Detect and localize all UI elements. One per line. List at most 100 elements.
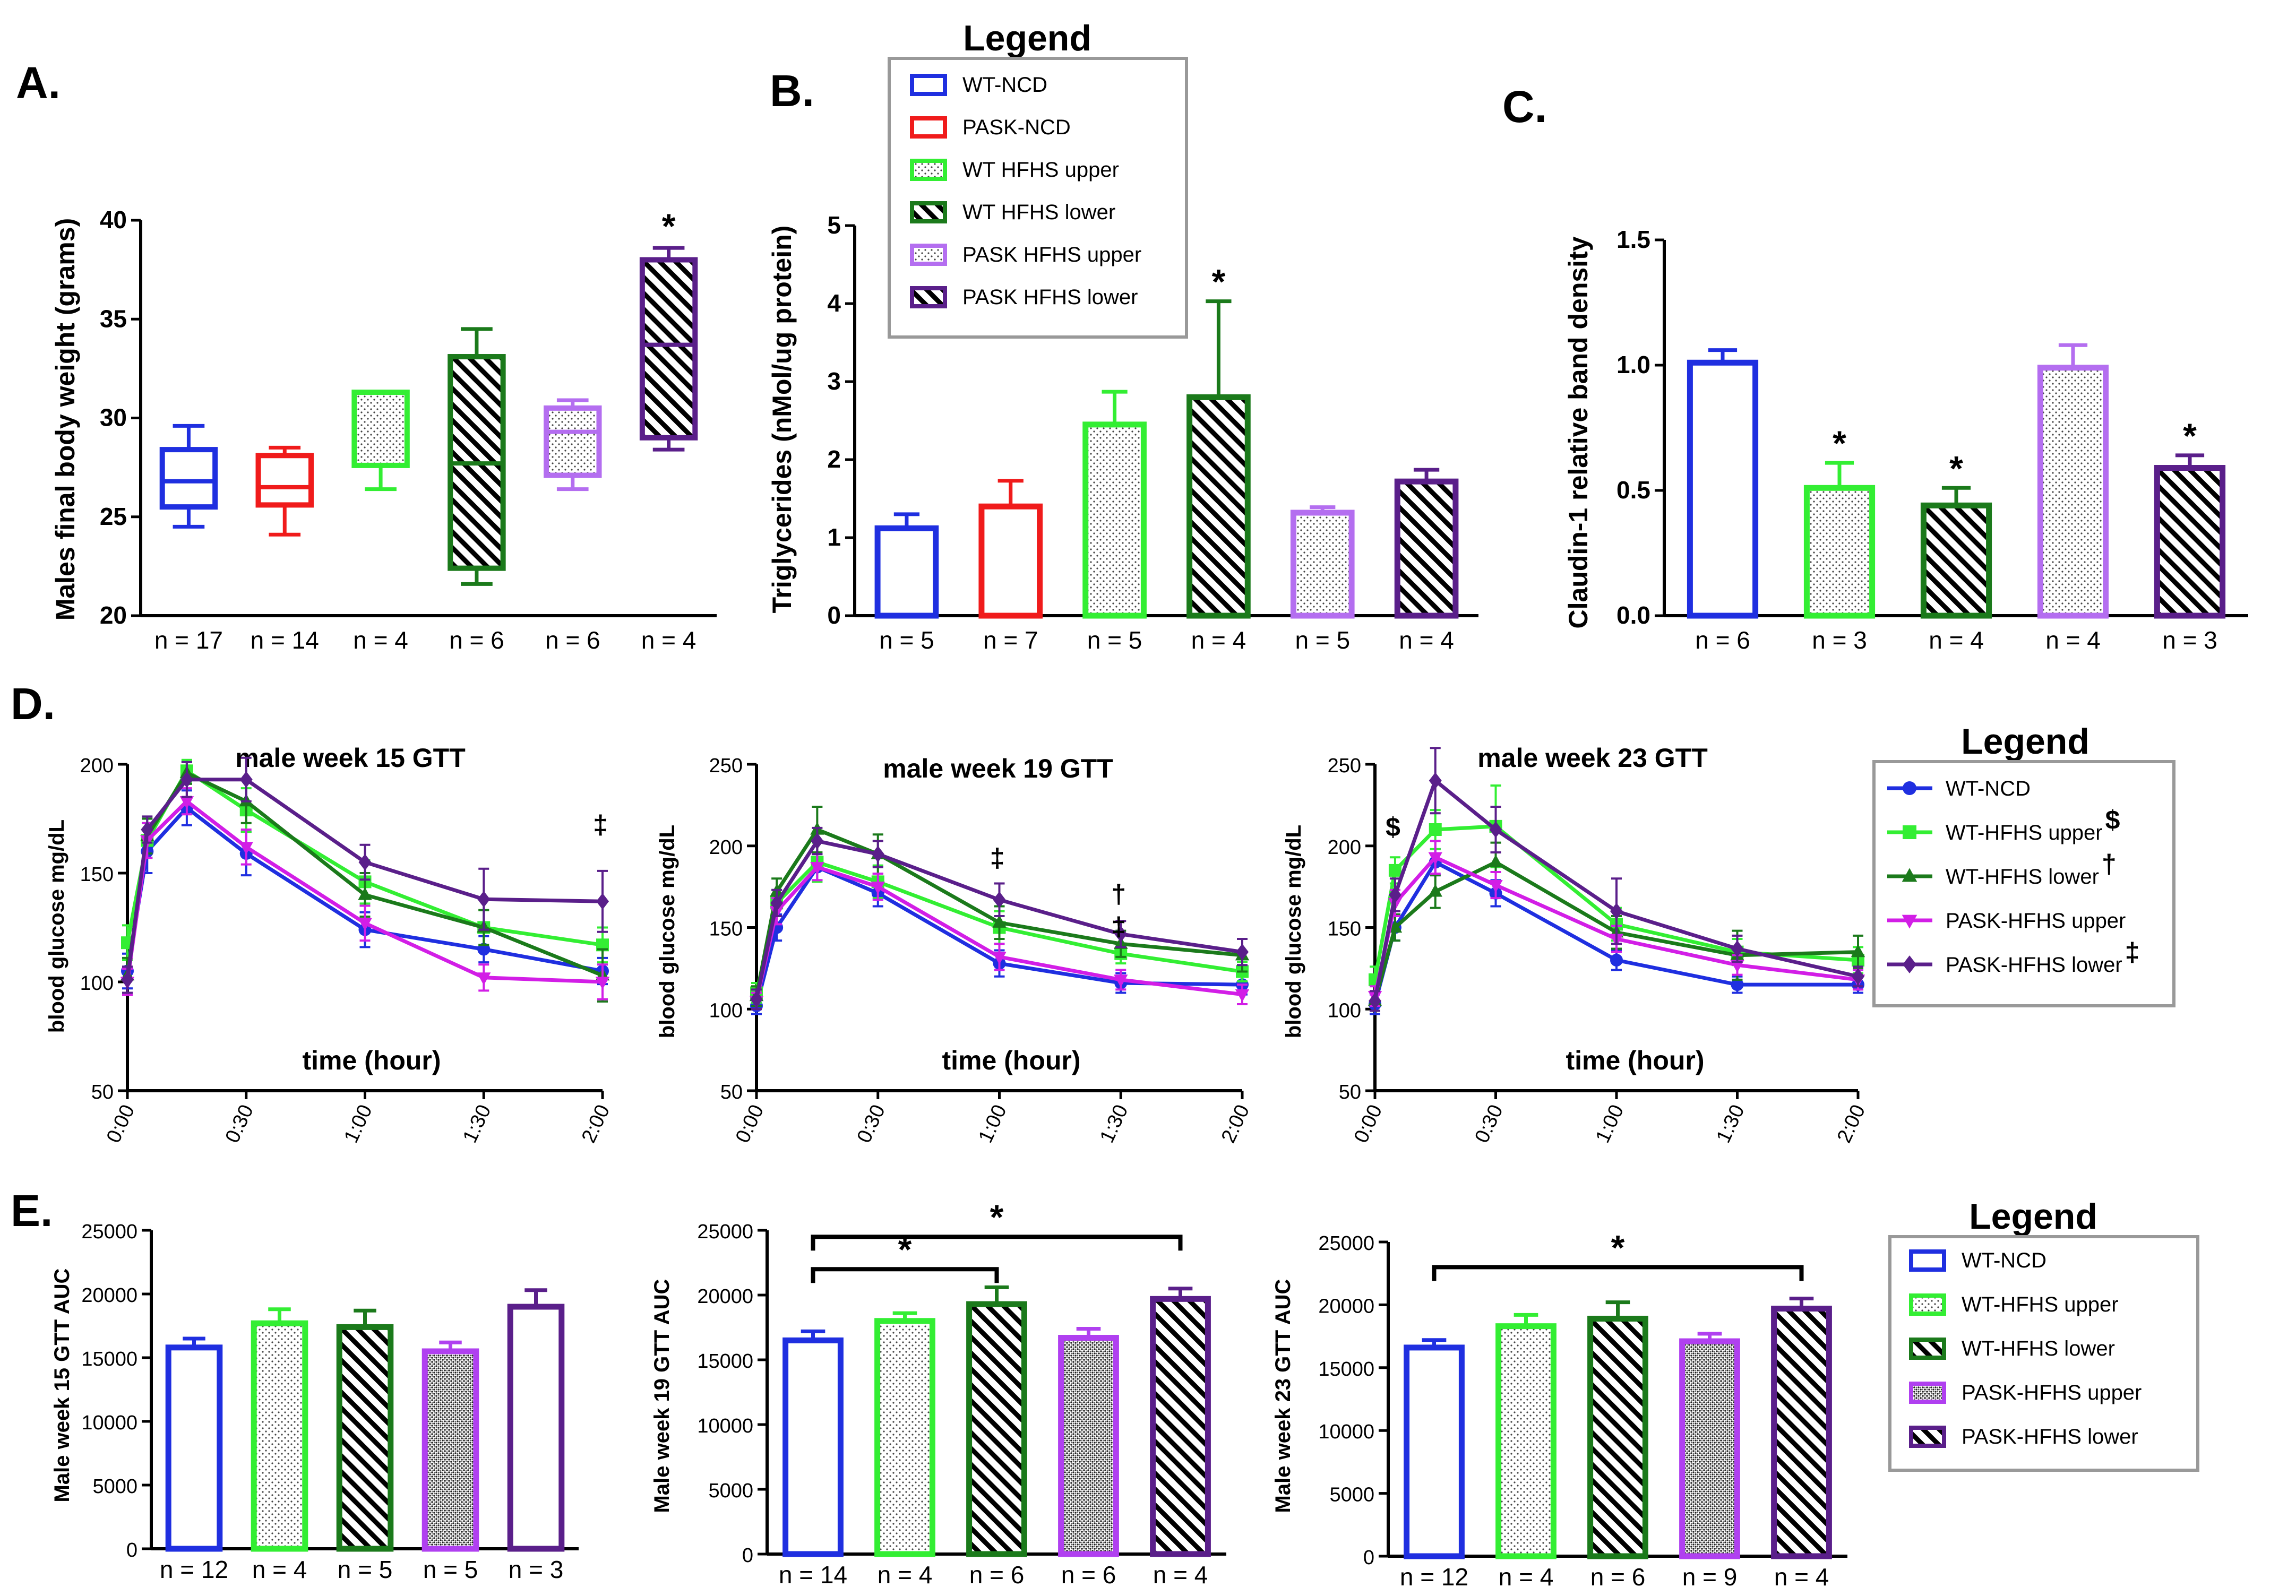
auc-week19-ylabel: Male week 19 GTT AUC (650, 1279, 674, 1513)
data-point (992, 952, 1007, 965)
panel-e: E. Male week 15 GTT AUC 0 5000 10000 15000 2… (11, 1186, 1847, 1591)
n-label: n = 4 (1499, 1563, 1554, 1591)
n-label: n = 4 (1399, 626, 1454, 654)
n-label: n = 4 (1153, 1561, 1208, 1589)
data-point (595, 977, 610, 990)
legend-b-items: WT-NCD PASK-NCD WT HFHS upper WT HFHS lower… (910, 73, 1141, 309)
legend-label: PASK-HFHS upper (1946, 909, 2126, 933)
auc-week23-ylabel: Male week 23 GTT AUC (1271, 1279, 1295, 1513)
gtt-d2-xtick-label: 1:30 (1096, 1101, 1132, 1146)
gtt-d3-xtick-label: 1:00 (1592, 1101, 1628, 1146)
panel-e2-ytick-label: 5000 (708, 1480, 753, 1502)
gtt-d3-ytick-label: 50 (1339, 1081, 1361, 1103)
bar-wt-hfhs-upper (251, 1320, 308, 1552)
n-label: n = 17 (154, 626, 223, 654)
gtt-d3-xtick-label: 0:30 (1471, 1101, 1507, 1146)
data-point (1902, 868, 1917, 882)
gtt-d1-xtick-label: 0:00 (102, 1101, 139, 1146)
n-label: n = 6 (449, 626, 504, 654)
legend-label: WT-HFHS lower (1962, 1337, 2115, 1360)
n-label: n = 9 (1682, 1563, 1738, 1591)
bar-wt-hfhs-upper (1803, 485, 1876, 619)
box-pask-hfhs-lower (639, 257, 698, 441)
panel-label-c: C. (1502, 82, 1547, 132)
panel-b-ylabel: Triglycerides (nMol/ug protein) (767, 226, 797, 614)
bar-pask-hfhs-lower (1394, 478, 1459, 619)
legend-e-title: Legend (1969, 1196, 2097, 1237)
gtt-d3-xtick-label: 1:30 (1712, 1101, 1749, 1146)
data-point (750, 991, 763, 1008)
bar-pask-hfhs-lower (1771, 1306, 1832, 1559)
legend-significance-symbol: † (2102, 849, 2117, 879)
n-label: n = 4 (1929, 626, 1984, 654)
data-point (477, 891, 491, 908)
n-label: n = 4 (2045, 626, 2101, 654)
n-label: n = 5 (338, 1556, 393, 1583)
n-label: n = 5 (423, 1556, 478, 1583)
legend-label: PASK HFHS lower (962, 286, 1138, 309)
significance-star: * (1833, 424, 1846, 463)
panel-b-ytick-label: 3 (827, 367, 841, 395)
bar-wt-ncd (1404, 1344, 1465, 1559)
panel-b-ytick-label: 5 (827, 211, 841, 239)
significance-symbol: † (1111, 879, 1126, 909)
significance-symbol: ‡ (1111, 912, 1126, 942)
legend-label: WT-HFHS upper (1946, 821, 2103, 844)
legend-label: WT HFHS lower (962, 201, 1115, 224)
data-point (179, 796, 194, 809)
data-point (1388, 864, 1401, 877)
data-point (1388, 886, 1401, 903)
panel-c-plot: 0.0 0.5 1.0 1.5 n = 6 n = 3 * n = 4 * n = 4 n = 3 * (1616, 226, 2248, 654)
gtt-d1-ytick-label: 50 (91, 1081, 114, 1103)
legend-label: PASK-NCD (962, 116, 1071, 139)
n-label: n = 4 (1774, 1563, 1829, 1591)
data-point (1852, 968, 1864, 985)
box-wt-hfhs-upper (351, 390, 410, 468)
panel-e3-ytick-label: 10000 (1318, 1421, 1374, 1443)
n-label: n = 6 (1695, 626, 1750, 654)
gtt-week23: male week 23 GTT blood glucose mg/dL tim… (1282, 743, 1870, 1146)
box-wt-ncd (159, 447, 218, 510)
gtt-d2-ytick-label: 50 (720, 1081, 743, 1103)
legend-d-title: Legend (1961, 721, 2089, 762)
data-point (1236, 944, 1249, 961)
significance-bracket (1432, 1265, 1804, 1281)
panel-a-ytick-label: 35 (100, 305, 127, 332)
panel-a-ytick-label: 20 (100, 601, 127, 629)
data-point (1369, 993, 1381, 1010)
data-point (1114, 926, 1128, 943)
gtt-d1-xtick-label: 1:30 (459, 1101, 495, 1146)
panel-e2-ytick-label: 10000 (697, 1415, 753, 1437)
gtt-d3-ytick-label: 150 (1328, 918, 1361, 941)
legend-label: WT-NCD (1946, 777, 2031, 800)
gtt-d2-ytick-label: 200 (709, 836, 743, 859)
panel-e3-ytick-label: 25000 (1318, 1232, 1374, 1255)
panel-e2-ytick-label: 25000 (697, 1221, 753, 1243)
panel-e1-ytick-label: 5000 (92, 1476, 137, 1498)
legend-significance-symbol: ‡ (2125, 937, 2140, 967)
bar-wt-hfhs-upper (1495, 1323, 1557, 1559)
bar-pask-hfhs-upper (1290, 510, 1355, 619)
gtt-d3-xtick-label: 2:00 (1833, 1101, 1870, 1146)
data-point (992, 915, 1007, 928)
bar-pask-hfhs-upper (422, 1348, 479, 1552)
n-label: n = 4 (353, 626, 408, 654)
gtt-d2-xtick-label: 0:30 (853, 1101, 890, 1146)
data-point (1903, 825, 1916, 839)
data-point (871, 846, 884, 862)
data-point (1489, 879, 1503, 893)
panel-c: C. Claudin-1 relative band density 0.00.… (1502, 82, 2248, 654)
bar-wt-ncd (165, 1344, 223, 1552)
panel-e3-ytick-label: 15000 (1318, 1358, 1374, 1381)
gtt-d2-xtick-label: 0:00 (732, 1101, 768, 1146)
gtt-week15-title: male week 15 GTT (235, 743, 466, 773)
data-point (1902, 915, 1917, 929)
panel-b-ytick-label: 2 (827, 445, 841, 473)
panel-b: B. Triglycerides (nMol/ug protein) 0 1 2 3 4… (767, 66, 1478, 654)
panel-b-ytick-label: 0 (827, 601, 841, 629)
panel-e2-ytick-label: 0 (742, 1545, 753, 1567)
panel-a-plot: 20 25 30 35 40 n = 17 n = 14 n = 4 n = 6 n = 6 n =… (100, 206, 717, 654)
legend-swatch-pask-hfhs-lower (1909, 1426, 1946, 1448)
panel-e1-ytick-label: 25000 (81, 1221, 137, 1243)
